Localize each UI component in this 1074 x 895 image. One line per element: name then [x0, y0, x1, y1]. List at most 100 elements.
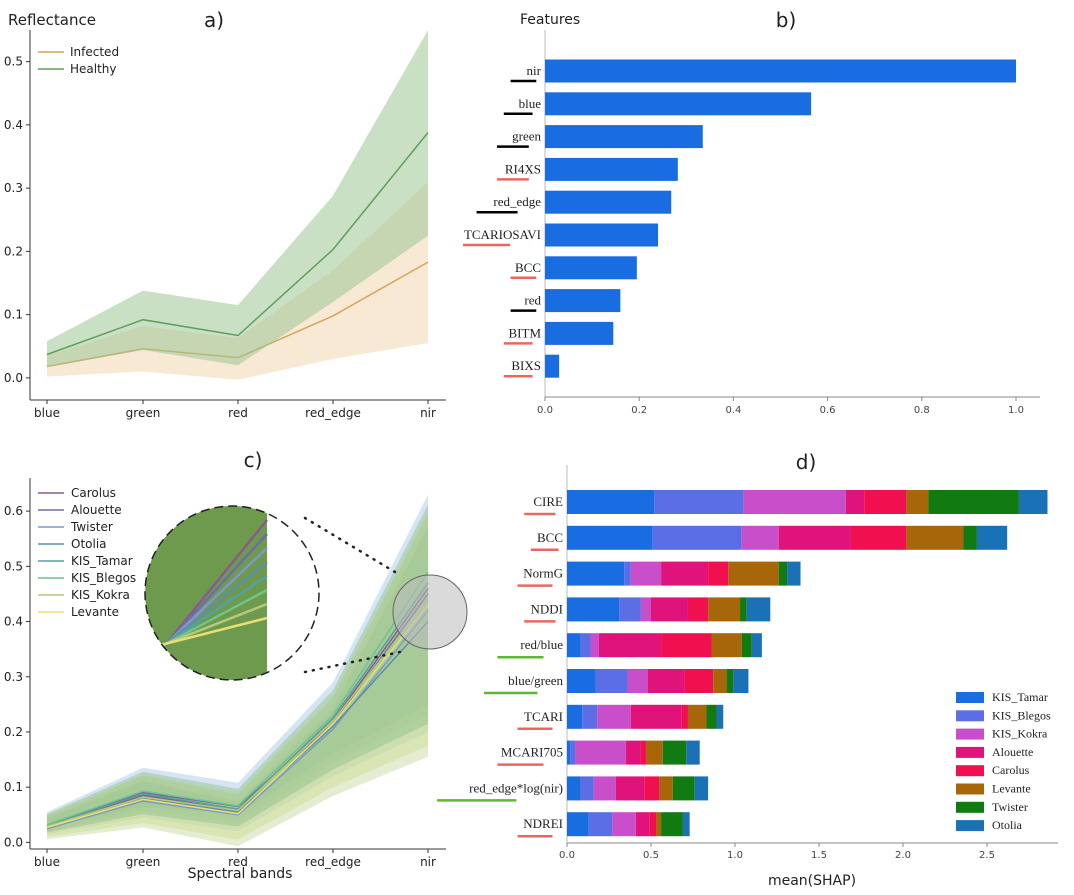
bar-b-ri4xs — [545, 157, 678, 181]
bar-b-bcc — [545, 256, 637, 280]
bar-d-alouette — [647, 669, 685, 693]
legend-d-swatch — [956, 820, 984, 832]
band-c — [47, 504, 428, 833]
bar-d-carolus — [661, 633, 712, 658]
bar-d-kis_tamar — [567, 633, 581, 658]
bar-d-carolus — [649, 812, 657, 837]
tick-label-c-x: green — [126, 855, 161, 869]
line-c-kis_blegos — [46, 571, 429, 826]
tick-label-c-y: 0.0 — [4, 835, 23, 849]
tick-label-a-y: 0.0 — [4, 371, 23, 385]
bar-b-red — [545, 289, 621, 313]
bar-d-kis_blegos — [580, 633, 591, 658]
legend-d-label: KIS_Blegos — [992, 708, 1051, 722]
legend-a-label: Healthy — [70, 62, 117, 76]
bar-d-twister — [740, 597, 747, 622]
tick-label-b-x: 0.4 — [725, 405, 741, 416]
bar-d-alouette — [651, 597, 688, 622]
tick-label-d-x: 2.0 — [895, 850, 911, 861]
tick-label-b-y: BITM — [509, 325, 542, 340]
tick-label-b-y: green — [512, 129, 541, 144]
tick-label-d-x: 1.0 — [727, 850, 743, 861]
bar-d-kis_kokra — [741, 525, 779, 550]
tick-label-a-y: 0.4 — [4, 118, 23, 132]
bar-d-carolus — [850, 525, 907, 550]
bar-d-alouette — [630, 704, 682, 729]
legend-c-label: KIS_Kokra — [71, 588, 130, 602]
tick-label-b-x: 0.8 — [914, 405, 930, 416]
tick-label-b-y: RI4XS — [505, 161, 541, 176]
legend-c-label: Otolia — [71, 537, 107, 551]
xlabel-d: mean(SHAP) — [768, 873, 856, 889]
bar-b-tcariosavi — [545, 223, 659, 247]
bar-d-carolus — [640, 740, 646, 765]
bar-b-nir — [545, 59, 1016, 83]
tick-label-c-x: blue — [34, 855, 60, 869]
legend-d-label: Carolus — [992, 763, 1030, 777]
bar-d-carolus — [684, 669, 714, 693]
tick-label-a-x: red_edge — [305, 406, 361, 420]
tick-label-a-y: 0.1 — [4, 308, 23, 322]
legend-d-swatch — [956, 710, 984, 722]
legend-a-label: Infected — [70, 45, 119, 59]
bar-d-carolus — [687, 597, 709, 622]
xlabel-c: Spectral bands — [188, 866, 293, 882]
zoom-circle — [144, 505, 320, 681]
bar-d-twister — [661, 812, 683, 837]
legend-c-label: KIS_Tamar — [71, 554, 133, 568]
ylabel-b: Features — [520, 12, 580, 28]
bar-d-levante — [656, 812, 662, 837]
tick-label-c-y: 0.3 — [4, 670, 23, 684]
line-c-kis_tamar — [46, 582, 429, 827]
panel-label-a: a) — [204, 8, 224, 32]
tick-label-d-y: red_edge*log(nir) — [469, 780, 563, 795]
bar-b-green — [545, 125, 703, 149]
tick-label-c-x: red — [228, 855, 248, 869]
tick-label-b-y: TCARIOSAVI — [464, 227, 541, 242]
bar-d-alouette — [661, 561, 709, 586]
tick-label-a-y: 0.2 — [4, 244, 23, 258]
tick-label-b-x: 0.0 — [537, 405, 553, 416]
legend-d-swatch — [956, 783, 984, 795]
bar-d-kis_tamar — [567, 740, 571, 765]
bar-d-kis_tamar — [567, 776, 581, 801]
tick-label-a-y: 0.5 — [4, 55, 23, 69]
legend-c-label: Twister — [70, 520, 113, 534]
bar-b-blue — [545, 92, 812, 116]
bar-d-kis_blegos — [582, 704, 598, 729]
band-c — [47, 514, 428, 831]
tick-label-a-x: red — [228, 406, 248, 420]
tick-label-c-y: 0.4 — [4, 615, 23, 629]
legend-c-label: Alouette — [71, 503, 122, 517]
bar-d-twister — [706, 704, 717, 729]
panel-label-d: d) — [796, 450, 817, 474]
tick-label-c-y: 0.5 — [4, 559, 23, 573]
panel-c: 0.0 0.1 0.2 0.3 0.4 0.5 0.6 blue green red red_edg… — [4, 448, 468, 882]
bar-d-levante — [659, 776, 673, 801]
zoom-white — [267, 506, 319, 680]
line-c-twister — [46, 610, 429, 830]
bar-d-levante — [687, 704, 707, 729]
band-c — [47, 527, 428, 829]
bar-d-otolia — [746, 597, 771, 622]
bar-d-kis_tamar — [567, 597, 620, 622]
tick-label-b-y: BCC — [515, 260, 541, 275]
ylabel-a: Reflectance — [8, 11, 96, 29]
bar-d-kis_kokra — [640, 597, 651, 622]
tick-label-d-y: red/blue — [520, 637, 563, 652]
bar-d-kis_kokra — [590, 633, 599, 658]
bar-b-bitm — [545, 321, 614, 345]
panel-a: 0.0 0.1 0.2 0.3 0.4 0.5 blue green red red_edge ni… — [4, 8, 446, 420]
legend-c-label: Carolus — [71, 486, 116, 500]
legend-d-label: KIS_Kokra — [992, 727, 1048, 741]
bar-d-levante — [708, 597, 741, 622]
bar-d-kis_kokra — [597, 704, 631, 729]
bar-d-otolia — [716, 704, 724, 729]
bar-d-levante — [711, 633, 742, 658]
bar-d-twister — [778, 561, 788, 586]
bar-d-kis_tamar — [567, 669, 596, 693]
bar-d-carolus — [864, 490, 907, 514]
line-c-levante — [46, 604, 429, 829]
bar-d-alouette — [615, 776, 645, 801]
tick-label-a-y: 0.3 — [4, 181, 23, 195]
